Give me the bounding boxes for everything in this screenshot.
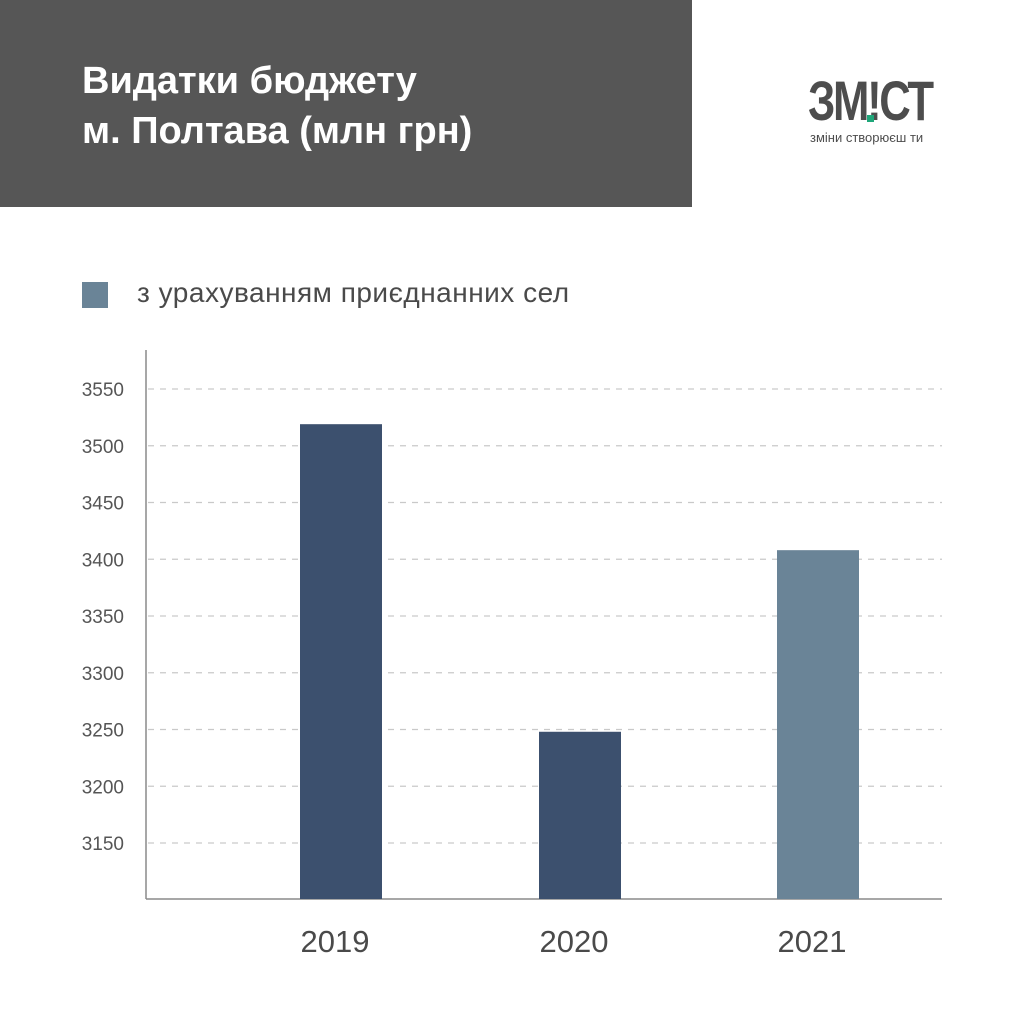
y-tick-label-3500: 3500 [82,437,124,458]
y-tick-label-3400: 3400 [82,550,124,571]
legend-swatch [82,282,108,308]
title-line-1: Видатки бюджету [82,60,417,102]
bar-2020 [539,731,621,899]
legend-label: з урахуванням приєднанних сел [137,277,570,308]
bar-2019 [300,424,382,899]
y-tick-label-3250: 3250 [82,721,124,742]
title-line-2: м. Полтава (млн грн) [82,110,473,152]
y-tick-label-3200: 3200 [82,777,124,798]
logo-tagline: зміни створюєш ти [810,130,924,145]
x-tick-label-2021: 2021 [778,924,847,959]
logo-accent-mark [867,115,874,122]
y-tick-label-3550: 3550 [82,380,124,401]
y-tick-label-3150: 3150 [82,834,124,855]
header-banner: Видатки бюджету м. Полтава (млн грн) [0,0,692,207]
y-tick-label-3450: 3450 [82,494,124,515]
y-tick-label-3350: 3350 [82,607,124,628]
bar-2021 [777,550,859,899]
x-tick-label-2020: 2020 [540,924,609,959]
page-title: Видатки бюджету м. Полтава (млн грн) [82,56,472,156]
bars [300,424,859,899]
logo: ЗМ!СТ зміни створюєш ти [808,70,958,150]
axis-labels: 3150 3200 3250 3300 3350 3400 3450 3500 3550 2019… [82,380,847,959]
y-tick-label-3300: 3300 [82,664,124,685]
x-tick-label-2019: 2019 [301,924,370,959]
